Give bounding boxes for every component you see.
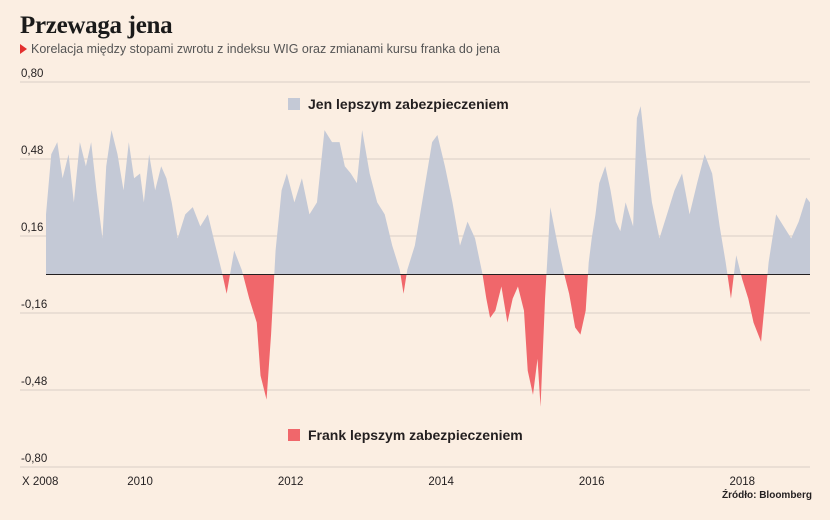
x-tick-label: 2010: [127, 476, 153, 488]
positive-correlation-area: [46, 106, 810, 275]
chart-title: Przewaga jena: [20, 12, 173, 39]
x-axis: X 2008 2010 2012 2014 2016 2018: [22, 476, 755, 488]
x-tick-label: 2018: [729, 476, 755, 488]
y-tick-label: -0,80: [21, 453, 47, 465]
legend-label: Jen lepszym zabezpieczeniem: [308, 96, 509, 112]
y-axis: 0,80 0,48 0,16 -0,16 -0,48 -0,80: [21, 68, 47, 465]
y-tick-label: 0,80: [21, 68, 43, 80]
series-area: [46, 106, 810, 407]
x-tick-label: 2014: [428, 476, 454, 488]
source-note: Źródło: Bloomberg: [722, 490, 812, 501]
legend-swatch: [288, 98, 300, 110]
subtitle-marker-icon: [20, 44, 27, 54]
legend-swatch: [288, 429, 300, 441]
legend-label: Frank lepszym zabezpieczeniem: [308, 427, 523, 443]
negative-correlation-area: [46, 274, 810, 407]
y-tick-label: 0,16: [21, 222, 43, 234]
y-tick-label: 0,48: [21, 145, 43, 157]
x-tick-label: 2012: [278, 476, 304, 488]
y-tick-label: -0,16: [21, 299, 47, 311]
y-tick-label: -0,48: [21, 376, 47, 388]
subtitle-text: Korelacja między stopami zwrotu z indeks…: [31, 42, 500, 56]
x-tick-label: X 2008: [22, 476, 58, 488]
grid-lines: [20, 81, 810, 468]
legend: Jen lepszym zabezpieczeniem Frank lepszym…: [288, 96, 523, 443]
chart-subtitle: Korelacja między stopami zwrotu z indeks…: [20, 42, 500, 56]
x-tick-label: 2016: [579, 476, 605, 488]
